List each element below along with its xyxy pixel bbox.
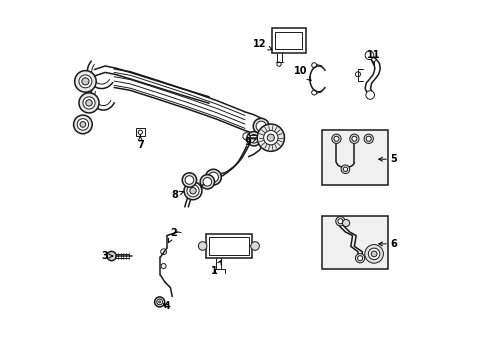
Circle shape (336, 217, 345, 226)
Circle shape (338, 219, 343, 224)
Circle shape (190, 188, 196, 194)
Bar (209, 237, 248, 255)
Circle shape (205, 169, 221, 185)
Circle shape (343, 167, 347, 171)
Circle shape (253, 118, 269, 134)
Circle shape (185, 176, 194, 184)
Circle shape (82, 78, 89, 85)
Bar (272, 28, 306, 53)
Bar (322, 130, 389, 185)
Circle shape (334, 136, 339, 141)
Circle shape (198, 242, 207, 250)
Circle shape (200, 175, 215, 189)
Circle shape (184, 182, 202, 200)
Circle shape (366, 91, 374, 99)
Circle shape (350, 134, 359, 143)
Circle shape (79, 93, 99, 113)
Text: 12: 12 (253, 40, 272, 50)
Circle shape (157, 299, 163, 305)
Circle shape (107, 251, 116, 261)
Circle shape (208, 172, 219, 182)
Circle shape (250, 134, 258, 143)
Circle shape (79, 75, 92, 88)
Circle shape (86, 100, 92, 106)
Circle shape (264, 131, 278, 145)
Circle shape (256, 121, 266, 131)
Text: 11: 11 (367, 50, 380, 64)
Circle shape (159, 301, 161, 303)
Circle shape (182, 173, 196, 187)
Circle shape (77, 119, 89, 130)
Circle shape (366, 136, 371, 141)
Circle shape (257, 124, 285, 151)
Circle shape (352, 136, 357, 141)
Circle shape (368, 248, 380, 260)
Circle shape (355, 253, 365, 263)
Circle shape (80, 122, 86, 127)
Circle shape (251, 242, 259, 250)
Text: 2: 2 (169, 228, 177, 243)
Circle shape (365, 244, 383, 263)
Bar (275, 32, 302, 49)
Circle shape (364, 134, 373, 143)
Text: 8: 8 (172, 190, 183, 200)
Circle shape (343, 220, 350, 226)
Circle shape (247, 132, 261, 146)
Circle shape (267, 134, 274, 141)
Text: 1: 1 (211, 260, 221, 276)
Bar (322, 216, 389, 269)
Text: 9: 9 (245, 138, 256, 147)
Circle shape (332, 134, 341, 143)
Circle shape (358, 256, 363, 261)
Bar (136, 129, 145, 136)
Circle shape (365, 51, 374, 59)
Bar (205, 234, 252, 258)
Text: 4: 4 (164, 301, 170, 311)
Text: 10: 10 (294, 66, 311, 81)
Circle shape (83, 97, 95, 109)
Text: 6: 6 (379, 239, 397, 249)
Circle shape (203, 177, 212, 186)
Circle shape (341, 165, 350, 174)
Circle shape (74, 115, 92, 134)
Circle shape (155, 297, 165, 307)
Text: 5: 5 (379, 154, 397, 164)
Text: 7: 7 (137, 136, 144, 150)
Circle shape (371, 251, 377, 257)
Circle shape (187, 185, 199, 197)
Circle shape (74, 71, 96, 92)
Text: 3: 3 (101, 251, 113, 261)
